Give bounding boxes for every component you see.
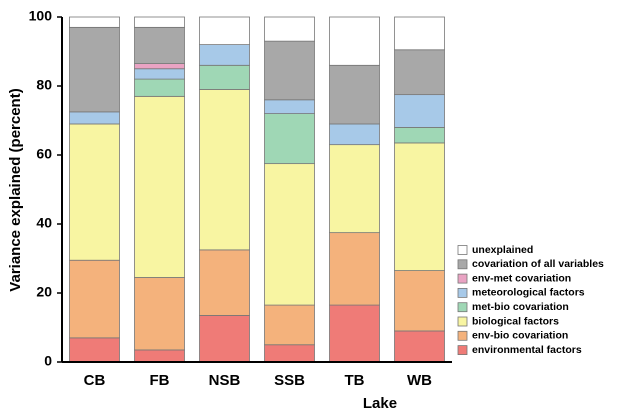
y-axis-label: Variance explained (percent) (7, 88, 24, 291)
bar-segment (264, 40, 315, 101)
bar-segment (264, 113, 315, 165)
legend-swatch (457, 345, 468, 356)
legend-swatch (457, 302, 468, 313)
legend-label: biological factors (472, 315, 559, 327)
bar-segment (69, 16, 120, 28)
legend-label: covariation of all variables (472, 258, 604, 270)
bar-segment (394, 270, 445, 332)
bar-segment (69, 111, 120, 125)
bar-segment (394, 330, 445, 363)
bar-segment (69, 123, 120, 261)
bar-segment (199, 16, 250, 46)
x-tick-label: FB (150, 372, 170, 389)
legend-label: meteorological factors (472, 287, 585, 299)
x-tick-label: TB (345, 372, 365, 389)
bar-segment (199, 44, 250, 66)
bar-segment (329, 304, 380, 363)
legend-label: unexplained (472, 244, 533, 256)
bar-segment (329, 232, 380, 306)
bar-segment (329, 16, 380, 66)
legend-label: env-bio covariation (472, 330, 568, 342)
x-tick-label: SSB (274, 372, 305, 389)
bar-segment (199, 89, 250, 251)
legend-swatch (457, 330, 468, 341)
bar-segment (394, 127, 445, 144)
bar-segment (264, 99, 315, 115)
bar-segment (394, 49, 445, 96)
bar-segment (264, 304, 315, 346)
x-tick-label: WB (407, 372, 432, 389)
y-tick-label: 80 (36, 77, 52, 93)
legend-swatch (457, 245, 468, 255)
bar-segment (134, 26, 185, 64)
bar-segment (134, 78, 185, 97)
x-tick-label: NSB (209, 372, 241, 389)
y-tick-label: 40 (36, 215, 52, 231)
legend-swatch (457, 287, 468, 298)
y-tick-label: 20 (36, 284, 52, 300)
bar-segment (199, 315, 250, 363)
bar-segment (264, 344, 315, 363)
bar-segment (264, 163, 315, 306)
bar-segment (394, 94, 445, 128)
bar-segment (134, 349, 185, 363)
legend-swatch (457, 259, 468, 270)
y-tick-label: 60 (36, 146, 52, 162)
bar-segment (199, 249, 250, 316)
bar-segment (134, 16, 185, 28)
bar-segment (134, 68, 185, 80)
bar-segment (329, 64, 380, 125)
bar-segment (394, 16, 445, 51)
bar-segment (134, 63, 185, 70)
bar-segment (199, 64, 250, 90)
bar-segment (394, 142, 445, 271)
legend-label: met-bio covariation (472, 301, 569, 313)
bar-segment (329, 144, 380, 234)
legend-label: environmental factors (472, 344, 582, 356)
bar-segment (69, 259, 120, 339)
x-tick-label: CB (84, 372, 106, 389)
x-axis-label: Lake (363, 395, 397, 412)
legend-swatch (457, 273, 468, 284)
bar-segment (134, 277, 185, 351)
y-tick-label: 100 (29, 8, 53, 24)
bar-segment (329, 123, 380, 146)
bar-segment (134, 95, 185, 278)
legend-label: env-met covariation (472, 272, 571, 284)
bar-segment (69, 26, 120, 113)
bar-segment (69, 337, 120, 363)
bar-segment (264, 16, 315, 42)
y-tick-label: 0 (44, 353, 52, 369)
legend-swatch (457, 316, 468, 327)
